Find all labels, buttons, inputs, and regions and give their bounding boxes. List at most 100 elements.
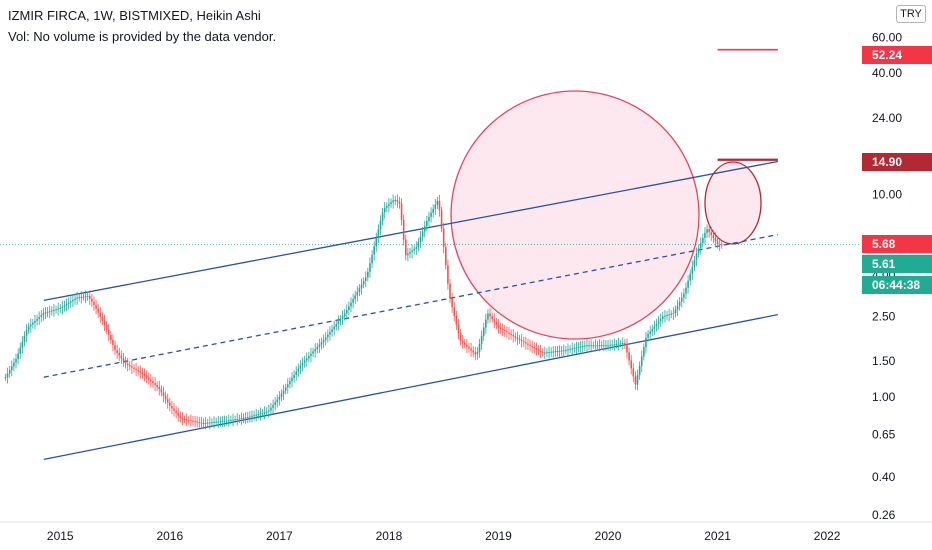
candle	[194, 415, 196, 428]
price-tag-target-mid: 14.90	[862, 153, 932, 171]
candle	[672, 307, 675, 321]
candle	[655, 318, 658, 332]
candle	[687, 275, 689, 294]
candle	[244, 412, 247, 424]
candle	[53, 304, 55, 317]
candle	[107, 323, 110, 342]
channel-line-middle[interactable]	[43, 233, 778, 378]
price-tag-target-high: 52.24	[862, 46, 932, 64]
candle	[305, 352, 308, 367]
candle	[634, 371, 637, 390]
candle	[65, 298, 68, 312]
candle	[392, 194, 394, 209]
candle	[329, 326, 331, 341]
candle	[29, 318, 32, 333]
candle	[86, 291, 89, 301]
candle	[565, 345, 567, 355]
candle	[609, 339, 611, 352]
candle	[577, 342, 580, 353]
y-tick-label: 0.65	[872, 428, 896, 442]
candle	[689, 269, 691, 286]
candle	[491, 312, 493, 323]
candle	[114, 340, 116, 355]
candle	[390, 198, 392, 208]
candle	[160, 385, 163, 397]
candle	[270, 402, 272, 416]
candle	[46, 307, 49, 318]
candle	[354, 290, 357, 305]
candle	[223, 415, 226, 427]
candle	[605, 340, 607, 351]
candle	[716, 236, 719, 249]
candle	[398, 196, 401, 209]
candle	[381, 207, 384, 226]
candle	[603, 339, 605, 352]
candle	[6, 367, 9, 384]
candle	[571, 342, 574, 356]
candle	[388, 198, 390, 213]
candle	[40, 310, 43, 323]
candle	[493, 313, 496, 329]
candle	[552, 346, 555, 358]
candle	[503, 324, 506, 337]
channel-line-upper[interactable]	[43, 160, 778, 302]
candle	[183, 415, 186, 423]
candle	[219, 416, 222, 427]
candle	[166, 393, 169, 409]
candle	[202, 418, 205, 428]
candle	[470, 342, 472, 357]
channel-line-lower[interactable]	[43, 313, 778, 461]
candle	[236, 412, 239, 426]
candle	[560, 345, 563, 356]
volume-note: Vol: No volume is provided by the data v…	[8, 29, 277, 44]
candle	[619, 339, 622, 348]
candle	[411, 244, 413, 259]
candle	[196, 416, 198, 428]
candle	[141, 367, 144, 379]
candle	[69, 296, 72, 309]
candle	[274, 396, 276, 411]
candle	[135, 362, 137, 377]
candle	[265, 407, 268, 417]
candle	[227, 414, 230, 427]
currency-badge[interactable]: TRY	[896, 5, 926, 23]
candle	[495, 317, 498, 330]
candle	[527, 338, 529, 350]
candle	[289, 377, 291, 389]
candle	[105, 321, 108, 334]
candle	[213, 416, 215, 429]
candle	[263, 406, 266, 420]
candle	[59, 304, 62, 313]
candle	[72, 294, 74, 308]
candle	[238, 414, 241, 424]
candle	[426, 215, 428, 232]
candle	[282, 384, 285, 400]
x-tick-label: 2020	[595, 529, 622, 543]
candle	[649, 325, 651, 341]
candle	[101, 312, 104, 326]
candle	[474, 346, 477, 361]
candle	[143, 368, 146, 382]
candle	[299, 360, 302, 375]
candle	[246, 411, 249, 424]
candle	[683, 288, 685, 304]
candle	[116, 344, 118, 359]
candle	[103, 314, 106, 332]
candle	[206, 418, 209, 427]
candle	[461, 334, 464, 350]
candle	[447, 259, 449, 290]
candle	[569, 345, 571, 354]
candle	[510, 329, 512, 340]
candle	[413, 245, 415, 255]
candle	[379, 215, 382, 236]
candle	[573, 343, 576, 353]
x-tick-label: 2017	[266, 529, 293, 543]
candle	[187, 415, 190, 425]
candle	[592, 341, 595, 350]
candle	[508, 326, 510, 340]
candle	[118, 347, 121, 361]
candle	[615, 339, 618, 349]
drawing-circle-large[interactable]	[450, 90, 700, 340]
